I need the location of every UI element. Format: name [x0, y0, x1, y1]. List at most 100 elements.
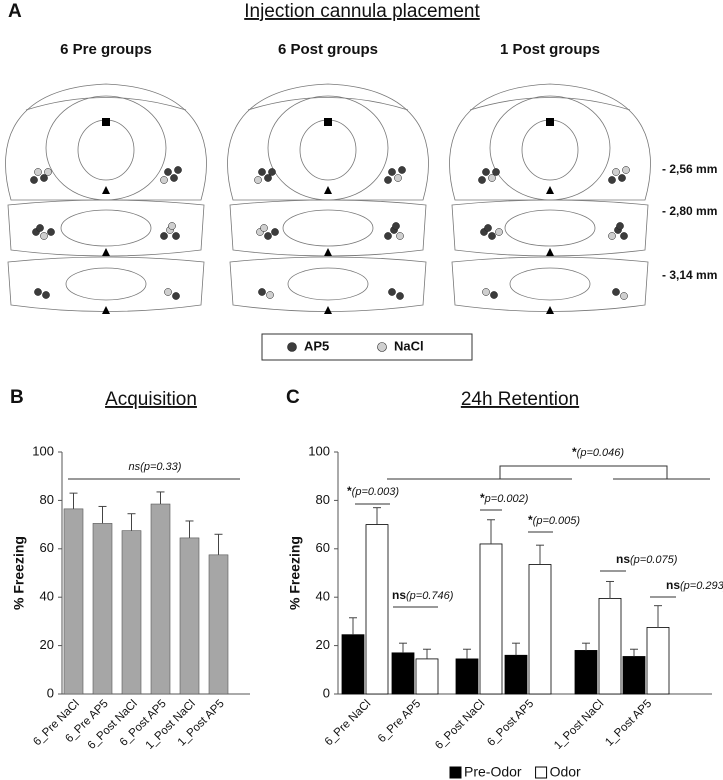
- injection-site: [484, 224, 492, 232]
- annotation-text: (p=0.003): [352, 486, 400, 498]
- injection-site: [264, 232, 272, 240]
- level-label: - 2,80 mm: [662, 204, 717, 218]
- injection-site: [620, 292, 628, 300]
- y-tick-label: 20: [316, 637, 330, 652]
- annotation-text: (p=0.046): [577, 447, 625, 459]
- annotation: ns(p=0.075): [616, 552, 678, 566]
- injection-site: [482, 288, 490, 296]
- annotation: *(p=0.005): [528, 513, 580, 527]
- brain-outline: [287, 267, 369, 301]
- injection-site: [42, 291, 50, 299]
- annotation-prefix: *: [480, 491, 485, 505]
- bar: [646, 627, 670, 695]
- brain-outline: [45, 95, 167, 201]
- injection-site: [495, 228, 503, 236]
- annotation: ns(p=0.746): [392, 588, 454, 602]
- bar: [179, 537, 200, 695]
- y-tick-label: 100: [32, 443, 54, 458]
- annotation: *(p=0.046): [572, 445, 624, 459]
- brain-outline: [504, 209, 596, 247]
- injection-site: [618, 174, 626, 182]
- annotation-prefix: ns: [666, 578, 680, 592]
- annotation: *(p=0.003): [347, 484, 399, 498]
- injection-site: [482, 168, 490, 176]
- annotation: ns(p=0.33): [129, 461, 182, 473]
- bar: [415, 658, 439, 695]
- annotation-text: (p=0.075): [630, 554, 678, 566]
- annotation-text: ns(p=0.33): [129, 461, 182, 473]
- injection-site: [394, 174, 402, 182]
- injection-site: [264, 174, 272, 182]
- legend-label: AP5: [304, 338, 329, 353]
- brain-outline: [324, 248, 332, 256]
- annotation-prefix: *: [528, 513, 533, 527]
- bar: [574, 650, 598, 695]
- injection-site: [258, 288, 266, 296]
- annotation-prefix: ns: [616, 552, 630, 566]
- level-label: - 2,56 mm: [662, 162, 717, 176]
- brain-outline: [5, 83, 207, 201]
- injection-site: [384, 232, 392, 240]
- bar: [365, 524, 389, 695]
- brain-outline: [102, 186, 110, 194]
- injection-site: [396, 232, 404, 240]
- brain-outline: [65, 267, 147, 301]
- x-tick-label: 6_Post NaCl: [433, 698, 487, 752]
- annotation-text: (p=0.293): [680, 580, 723, 592]
- injection-site: [172, 232, 180, 240]
- brain-outline: [521, 119, 579, 181]
- annotation-text: p=0.002): [484, 493, 529, 505]
- injection-site: [266, 291, 274, 299]
- bar: [598, 598, 622, 695]
- brain-outline: [509, 267, 591, 301]
- legend-box: [261, 333, 473, 361]
- brain-outline: [324, 186, 332, 194]
- brain-outline: [267, 95, 389, 201]
- legend-swatch: [449, 766, 462, 779]
- legend-swatch: [377, 342, 387, 352]
- x-tick-label: 1_Post NaCl: [552, 698, 606, 752]
- y-tick-label: 0: [323, 685, 330, 700]
- injection-site: [44, 168, 52, 176]
- injection-site: [160, 176, 168, 184]
- bar: [479, 543, 503, 695]
- injection-site: [612, 168, 620, 176]
- brain-outline: [282, 209, 374, 247]
- annotation: *p=0.002): [480, 491, 529, 505]
- injection-site: [40, 232, 48, 240]
- legend-swatch: [287, 342, 297, 352]
- injection-site: [34, 288, 42, 296]
- column-title: 6 Post groups: [278, 41, 378, 58]
- annotation-text: (p=0.005): [533, 515, 581, 527]
- column-title: 1 Post groups: [500, 41, 600, 58]
- injection-site: [392, 222, 400, 230]
- y-tick-label: 20: [40, 637, 54, 652]
- injection-site: [488, 232, 496, 240]
- injection-site: [608, 176, 616, 184]
- brain-outline: [229, 256, 427, 312]
- y-tick-label: 0: [47, 685, 54, 700]
- brain-outline: [451, 199, 649, 257]
- brain-outline: [324, 118, 332, 126]
- injection-site: [172, 292, 180, 300]
- legend-label: Odor: [550, 764, 581, 780]
- injection-site: [164, 288, 172, 296]
- legend-label: Pre-Odor: [464, 764, 522, 780]
- injection-site: [490, 291, 498, 299]
- brain-outline: [451, 256, 649, 312]
- brain-outline: [247, 97, 409, 111]
- legend-swatch: [535, 766, 548, 779]
- chart-title: 24h Retention: [461, 389, 579, 410]
- y-tick-label: 80: [316, 492, 330, 507]
- injection-site: [608, 232, 616, 240]
- y-tick-label: 60: [316, 540, 330, 555]
- injection-site: [164, 168, 172, 176]
- injection-site: [268, 168, 276, 176]
- y-tick-label: 100: [308, 443, 330, 458]
- bar: [150, 503, 171, 695]
- brain-outline: [102, 306, 110, 314]
- panel-label: C: [286, 387, 300, 408]
- x-tick-label: 6_Post AP5: [485, 698, 536, 749]
- injection-site: [478, 176, 486, 184]
